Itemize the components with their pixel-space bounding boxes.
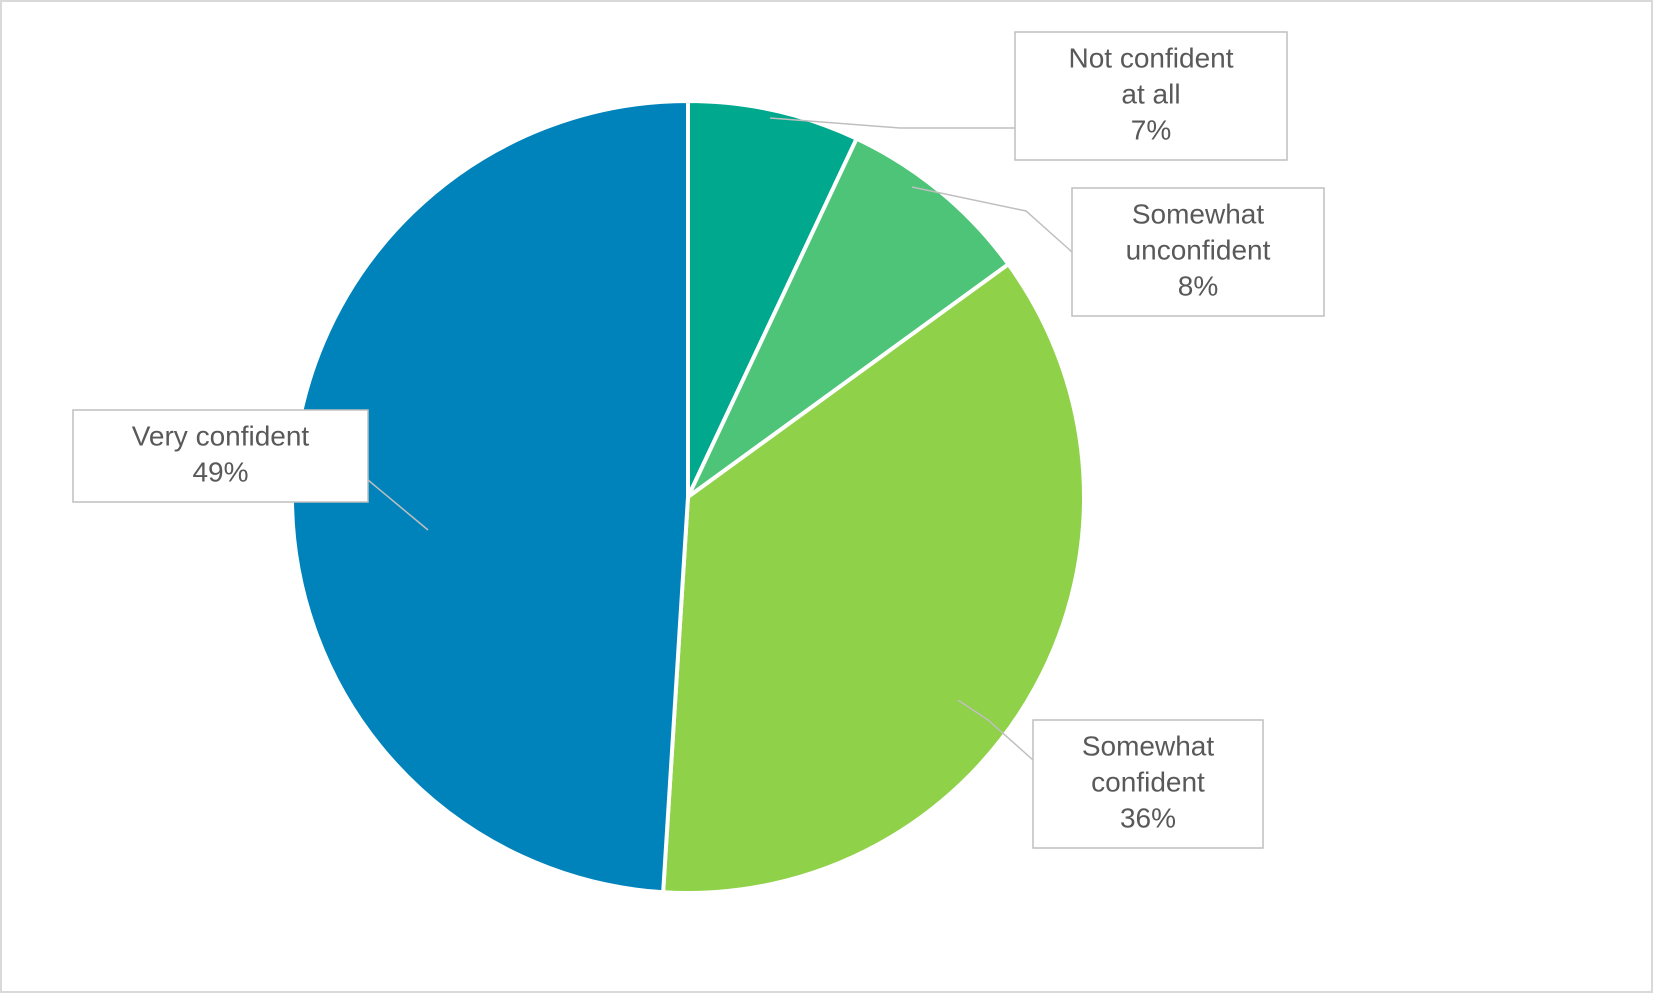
callout-label: Somewhat — [1082, 730, 1215, 761]
callout-label: 36% — [1120, 802, 1176, 833]
callout-label: confident — [1091, 766, 1205, 797]
callout-label: Very confident — [132, 420, 310, 451]
pie-chart: Not confident at all 7% Somewhat unconfident… — [0, 0, 1653, 993]
callout-label: 8% — [1178, 270, 1218, 301]
callout-label: Somewhat — [1132, 198, 1265, 229]
callout-label: 7% — [1131, 114, 1171, 145]
callout-label: Not confident — [1069, 42, 1234, 73]
callout-label: 49% — [192, 456, 248, 487]
callout-label: unconfident — [1126, 234, 1271, 265]
chart-frame: Not confident at all 7% Somewhat unconfident… — [0, 0, 1653, 993]
callout-label: at all — [1121, 78, 1180, 109]
